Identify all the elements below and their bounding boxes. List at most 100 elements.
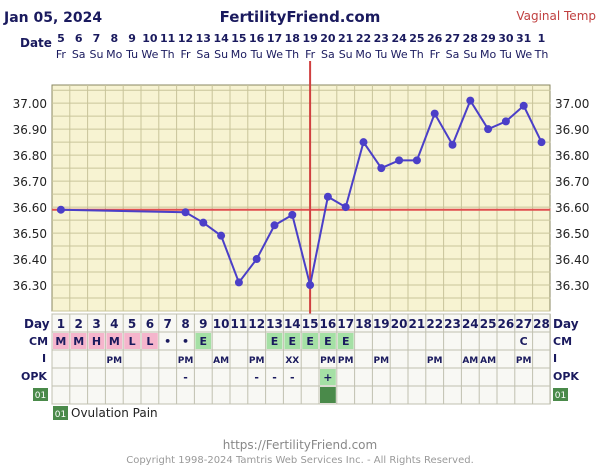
- date-number: 29: [480, 32, 495, 45]
- cycle-day: 9: [199, 317, 207, 331]
- cycle-day: 13: [266, 317, 283, 331]
- temperature-point: [537, 138, 546, 147]
- cycle-day: 23: [444, 317, 461, 331]
- weekday-label: Th: [160, 48, 175, 61]
- cm-value: E: [306, 335, 314, 348]
- cm-cell-fill: [88, 333, 105, 349]
- temperature-point: [484, 125, 493, 134]
- cycle-day: 1: [57, 317, 65, 331]
- cm-cell-fill: [195, 333, 212, 349]
- cm-value: E: [342, 335, 350, 348]
- cycle-day: 28: [533, 317, 550, 331]
- y-tick-label: 37.00: [555, 97, 589, 111]
- cm-cell-fill: [106, 333, 123, 349]
- custom-row-label-left: 01: [35, 391, 46, 401]
- temperature-point: [448, 140, 457, 149]
- date-number: 26: [427, 32, 443, 45]
- cycle-day: 15: [302, 317, 319, 331]
- weekday-label: We: [391, 48, 408, 61]
- temperature-point: [252, 255, 261, 264]
- intercourse-value: PM: [320, 356, 336, 366]
- date-number: 20: [320, 32, 336, 45]
- cm-value: C: [520, 335, 528, 348]
- intercourse-value: PM: [516, 356, 532, 366]
- weekday-label: Fr: [56, 48, 67, 61]
- temperature-point: [395, 156, 404, 165]
- cm-cell-fill: [142, 333, 158, 349]
- weekday-label: Su: [214, 48, 228, 61]
- weekday-label: Fr: [305, 48, 316, 61]
- date-number: 24: [391, 32, 407, 45]
- opk-row-label-left: OPK: [21, 370, 47, 383]
- legend-code: 01: [55, 410, 66, 420]
- intercourse-value: AM: [480, 356, 496, 366]
- weekday-label: Su: [339, 48, 353, 61]
- cycle-day: 3: [92, 317, 100, 331]
- weekday-label: Mo: [355, 48, 371, 61]
- cm-value: L: [146, 335, 153, 348]
- site-title: FertilityFriend.com: [220, 8, 381, 26]
- cm-row-label-left: CM: [29, 335, 48, 348]
- cm-value: •: [182, 335, 189, 348]
- cycle-day: 12: [248, 317, 265, 331]
- weekday-label: Mo: [480, 48, 496, 61]
- temperature-point: [323, 192, 332, 201]
- weekday-label: We: [515, 48, 532, 61]
- y-tick-label: 36.40: [13, 253, 47, 267]
- cycle-day: 14: [284, 317, 301, 331]
- opk-value: -: [290, 371, 295, 384]
- intercourse-value: XX: [285, 356, 299, 366]
- weekday-label: Tu: [499, 48, 512, 61]
- date-number: 17: [267, 32, 282, 45]
- cm-cell-fill: [266, 333, 283, 349]
- cycle-day: 19: [373, 317, 390, 331]
- date-number: 21: [338, 32, 353, 45]
- date-number: 30: [498, 32, 514, 45]
- plot-grid: [52, 85, 551, 312]
- cm-value: M: [109, 335, 120, 348]
- custom-row-marker: [320, 387, 336, 403]
- intercourse-value: PM: [374, 356, 390, 366]
- temperature-point: [341, 203, 350, 212]
- i-row-label-left: I: [42, 352, 46, 365]
- opk-value: -: [183, 371, 188, 384]
- cm-cell-fill: [53, 333, 69, 349]
- cycle-day: 4: [110, 317, 118, 331]
- weekday-label: Su: [90, 48, 104, 61]
- temperature-point: [501, 117, 510, 126]
- custom-row-label-right: 01: [555, 391, 566, 401]
- temperature-point: [199, 218, 208, 227]
- cycle-day: 11: [231, 317, 248, 331]
- cycle-day: 21: [409, 317, 426, 331]
- cm-cell-fill: [124, 333, 140, 349]
- weekday-label: Fr: [430, 48, 441, 61]
- date-number: 11: [160, 32, 175, 45]
- cycle-day: 7: [164, 317, 172, 331]
- custom-row-badge-right: [553, 388, 568, 401]
- cycle-day: 24: [462, 317, 479, 331]
- weekday-label: Th: [409, 48, 424, 61]
- date-number: 6: [75, 32, 83, 45]
- cycle-day: 2: [75, 317, 83, 331]
- date-number: 8: [110, 32, 118, 45]
- footer-url: https://FertilityFriend.com: [223, 438, 377, 452]
- y-tick-label: 36.70: [555, 175, 589, 189]
- y-tick-label: 36.30: [555, 279, 589, 293]
- opk-value: -: [254, 371, 259, 384]
- y-tick-label: 36.50: [13, 227, 47, 241]
- cycle-day: 27: [515, 317, 532, 331]
- temperature-point: [430, 109, 439, 118]
- y-tick-label: 36.60: [13, 201, 47, 215]
- cycle-day: 22: [426, 317, 443, 331]
- date-number: 13: [196, 32, 211, 45]
- temperature-point: [234, 278, 243, 287]
- cycle-day: 25: [480, 317, 497, 331]
- day-row-label-left: Day: [24, 317, 50, 331]
- y-axis-right: 36.30 36.40 36.50 36.60 36.70 36.80 36.90 37.00: [555, 97, 589, 293]
- cycle-day: 17: [337, 317, 354, 331]
- y-tick-label: 36.90: [13, 123, 47, 137]
- cm-value: L: [129, 335, 136, 348]
- data-table: 1 2 3 4 5 6 7 8 9 10 11 12 13 14 15 16 17 18 19 20 21 22 23 24 2…: [51, 313, 551, 405]
- cycle-day: 26: [498, 317, 515, 331]
